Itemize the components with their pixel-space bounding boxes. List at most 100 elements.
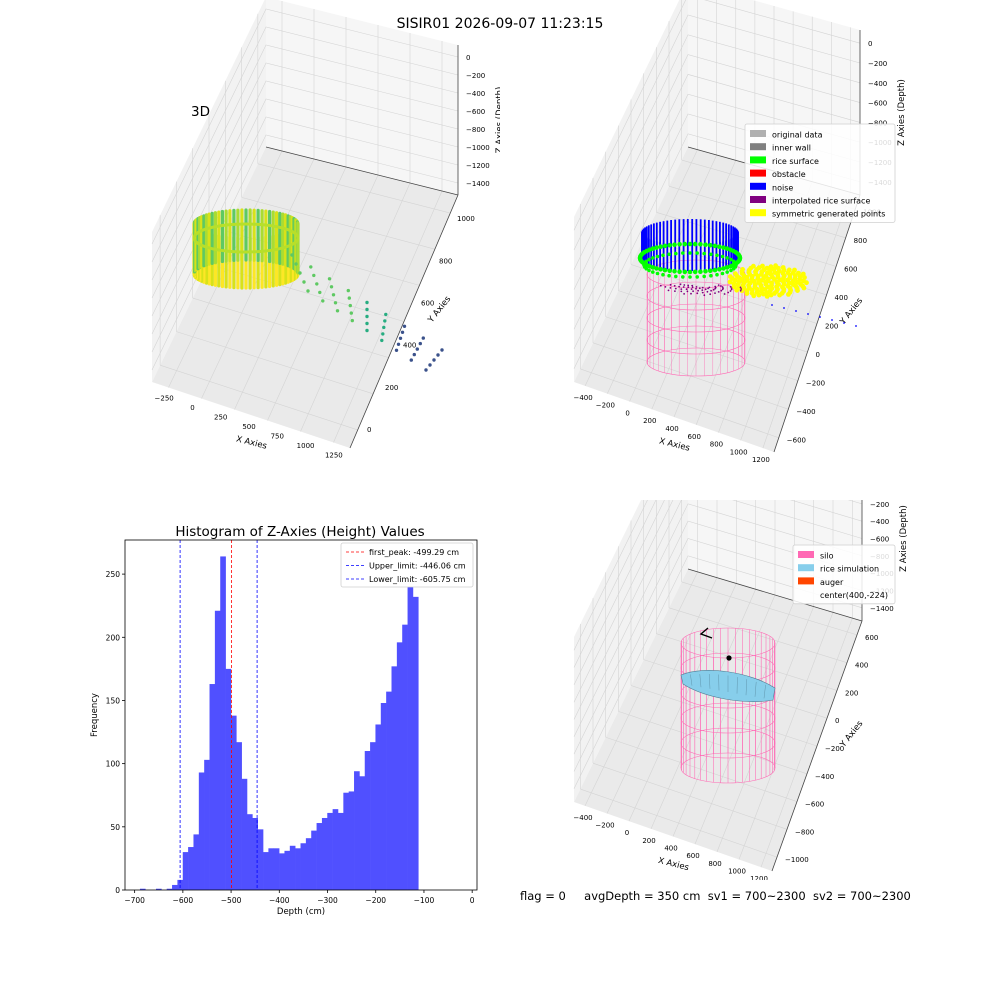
cls-interpolated-point: [701, 291, 704, 294]
raw-data-point: [312, 273, 316, 278]
cls-symmetric-point: [740, 267, 745, 272]
raw-data-point: [384, 312, 388, 317]
sim-y-tick-label: −600: [805, 801, 824, 809]
cls-symmetric-point: [796, 270, 801, 276]
sim-silo-ring: [680, 752, 776, 784]
cls-interpolated-point: [730, 287, 733, 289]
cls-interpolated-point: [659, 284, 662, 287]
cls-symmetric-point: [795, 288, 800, 293]
cls-z-tick-label: −200: [868, 60, 887, 68]
cls-interpolated-point: [674, 287, 677, 290]
cls-grid-line: [573, 74, 861, 310]
cls-y-tick-label: 800: [854, 237, 867, 245]
cls-legend-swatch: [750, 182, 766, 190]
histogram-y-tick-label: 200: [106, 633, 121, 642]
sim-rice-mesh-line: [699, 674, 702, 688]
cls-interpolated-point: [691, 286, 694, 289]
cls-interpolated-point: [712, 288, 715, 291]
histogram-bar: [407, 576, 414, 890]
cls-noise-point: [771, 304, 773, 306]
cls-x-tick-label: 400: [665, 425, 678, 433]
sim-y-tick-label: −400: [815, 773, 834, 781]
cls-grid-line: [573, 0, 861, 231]
cls-y-tick-label: −400: [796, 408, 815, 416]
cls-rice-surface-point: [651, 256, 655, 260]
cls-legend-label: noise: [772, 183, 793, 192]
raw-data-point: [365, 300, 369, 305]
histogram-bar: [209, 684, 216, 890]
cls-x-tick-label: 1200: [752, 456, 770, 464]
sim-grid-line: [573, 500, 657, 668]
histogram-bar: [246, 814, 253, 890]
cls-symmetric-point: [768, 292, 774, 298]
cls-symmetric-point: [768, 272, 774, 277]
cls-noise-point: [819, 316, 821, 318]
cls-rice-surface-point: [655, 254, 660, 259]
cls-noise-point: [831, 319, 833, 321]
histogram-bar: [327, 812, 333, 890]
raw-data-point: [381, 332, 385, 336]
raw-data-point: [298, 271, 302, 275]
histogram-bar: [172, 884, 178, 890]
sim-center-marker: [726, 655, 732, 661]
raw-z-tick-label: 0: [466, 54, 470, 62]
raw-data-point: [315, 282, 319, 286]
cls-x-tick-label: −200: [596, 402, 615, 410]
sim-rice-mesh-line: [745, 679, 747, 696]
cls-interpolated-point: [714, 287, 717, 290]
histogram-y-tick-label: 150: [106, 696, 121, 705]
cls-interpolated-point: [727, 291, 730, 294]
raw-grid-line: [267, 174, 379, 421]
sim-y-axis-line: [687, 568, 863, 622]
raw-z-tick-label: −800: [466, 126, 485, 134]
sim-grid-line: [672, 594, 776, 837]
raw-data-point: [309, 265, 313, 269]
cls-symmetric-point: [727, 279, 733, 285]
histogram-bar: [289, 845, 296, 890]
cls-rice-surface-point: [702, 251, 706, 256]
raw-data-point: [432, 358, 436, 362]
cls-rice-surface-point: [687, 241, 693, 247]
raw-grid-line: [151, 62, 459, 299]
simulation-3d-plot: −400−200020040060080010001200−1000−800−6…: [573, 500, 909, 880]
sim-grid-line: [573, 500, 863, 686]
sim-grid-line: [650, 589, 756, 829]
cls-rice-surface-point: [712, 243, 718, 249]
raw-data-point: [398, 336, 403, 340]
histogram-bar: [230, 715, 237, 890]
histogram-bar: [252, 817, 258, 890]
cls-interpolated-point: [695, 287, 697, 290]
raw-data-point: [348, 303, 352, 308]
cls-interpolated-point: [721, 288, 724, 291]
histogram-bar: [321, 817, 328, 890]
cls-legend-label: symmetric generated points: [772, 210, 885, 219]
histogram-bar: [343, 792, 349, 890]
raw-x-tick-label: 1250: [325, 451, 343, 459]
sim-z-tick-label: −200: [870, 501, 889, 509]
histogram-bar: [412, 596, 419, 890]
cls-rice-surface-point: [674, 274, 678, 279]
raw-grid-line: [151, 26, 459, 263]
cls-x-tick-label: 1000: [730, 448, 748, 456]
cls-interpolated-point: [703, 294, 706, 297]
cls-symmetric-point: [764, 294, 770, 299]
cls-symmetric-point: [792, 267, 797, 273]
cls-legend-swatch: [750, 209, 766, 217]
cls-rice-surface-point: [724, 265, 730, 270]
cls-rice-surface-point: [715, 253, 719, 258]
cls-y-tick-label: 600: [844, 265, 857, 273]
raw-data-point: [365, 314, 369, 319]
histogram-x-tick-label: −300: [317, 896, 338, 905]
cls-rice-surface-point: [692, 241, 698, 247]
raw-data-point: [396, 342, 401, 346]
cls-rice-surface-point: [658, 244, 663, 249]
sim-x-tick-label: 200: [642, 837, 655, 845]
cls-rice-surface-point: [654, 245, 659, 250]
cls-rice-surface-point: [658, 267, 663, 272]
raw-data-point: [436, 353, 440, 357]
cls-interpolated-point: [720, 289, 723, 292]
raw-x-axis-line: [349, 194, 459, 449]
cls-rice-surface-point: [667, 273, 671, 278]
raw-data-point: [294, 262, 298, 266]
cls-rice-surface-point: [695, 275, 699, 279]
